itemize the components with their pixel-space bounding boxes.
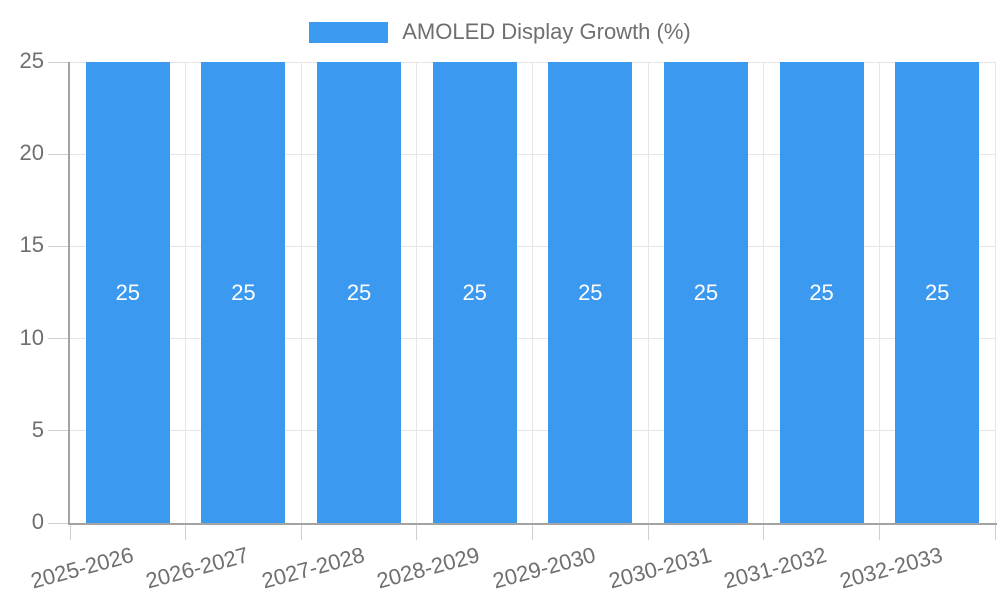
y-tick (48, 61, 68, 63)
x-axis-line (68, 523, 997, 525)
x-tick (647, 525, 649, 540)
legend-label: AMOLED Display Growth (%) (402, 19, 691, 44)
legend-item[interactable]: AMOLED Display Growth (%) (309, 21, 691, 43)
x-tick-label: 2029-2030 (490, 542, 599, 594)
y-tick-label: 5 (31, 416, 44, 442)
bar[interactable] (663, 62, 748, 523)
x-gridline (763, 62, 765, 523)
x-tick-label: 2031-2032 (721, 542, 830, 594)
bar[interactable] (317, 62, 402, 523)
legend: AMOLED Display Growth (%) (0, 21, 1000, 43)
bar-value-label: 25 (693, 279, 719, 305)
x-tick-label: 2028-2029 (374, 542, 483, 594)
bar-value-label: 25 (462, 279, 487, 305)
x-gridline (994, 62, 996, 523)
bar[interactable] (779, 62, 864, 523)
y-axis-line (68, 62, 70, 525)
y-tick-label: 0 (31, 509, 44, 534)
x-tick-label: 2025-2026 (27, 542, 136, 594)
x-tick (69, 525, 71, 540)
bar-value-label: 25 (924, 279, 950, 305)
y-tick-label: 20 (19, 140, 44, 166)
x-tick-label: 2027-2028 (258, 542, 368, 594)
x-tick-label: 2026-2027 (143, 542, 252, 594)
x-tick (994, 525, 996, 540)
bar-value-label: 25 (115, 279, 141, 305)
bar[interactable] (895, 62, 980, 523)
y-tick-label: 15 (19, 232, 44, 258)
bar-value-label: 25 (578, 279, 603, 305)
x-gridline (185, 62, 187, 523)
bar[interactable] (85, 62, 170, 523)
x-gridline (647, 62, 649, 523)
x-tick (532, 525, 533, 540)
legend-swatch-icon (309, 21, 389, 43)
x-tick-label: 2032-2033 (837, 542, 946, 594)
y-tick (48, 430, 68, 432)
x-tick (416, 525, 418, 540)
x-gridline (878, 62, 880, 523)
x-tick (185, 525, 187, 540)
x-tick (300, 525, 302, 540)
bar[interactable] (548, 62, 633, 523)
x-tick (878, 525, 880, 540)
bar-value-label: 25 (346, 279, 372, 305)
bar[interactable] (432, 62, 517, 523)
x-tick (763, 525, 765, 540)
x-gridline (416, 62, 418, 523)
bar[interactable] (201, 62, 286, 523)
y-tick-label: 10 (19, 324, 44, 350)
y-tick (48, 338, 68, 340)
x-tick-label: 2030-2031 (605, 542, 714, 594)
x-gridline (300, 62, 302, 523)
bar-value-label: 25 (809, 279, 834, 305)
y-tick (48, 153, 68, 155)
y-tick (48, 245, 68, 247)
y-tick-label: 25 (19, 48, 44, 73)
bar-value-label: 25 (231, 279, 256, 305)
y-tick (48, 522, 68, 524)
x-gridline (532, 62, 533, 523)
